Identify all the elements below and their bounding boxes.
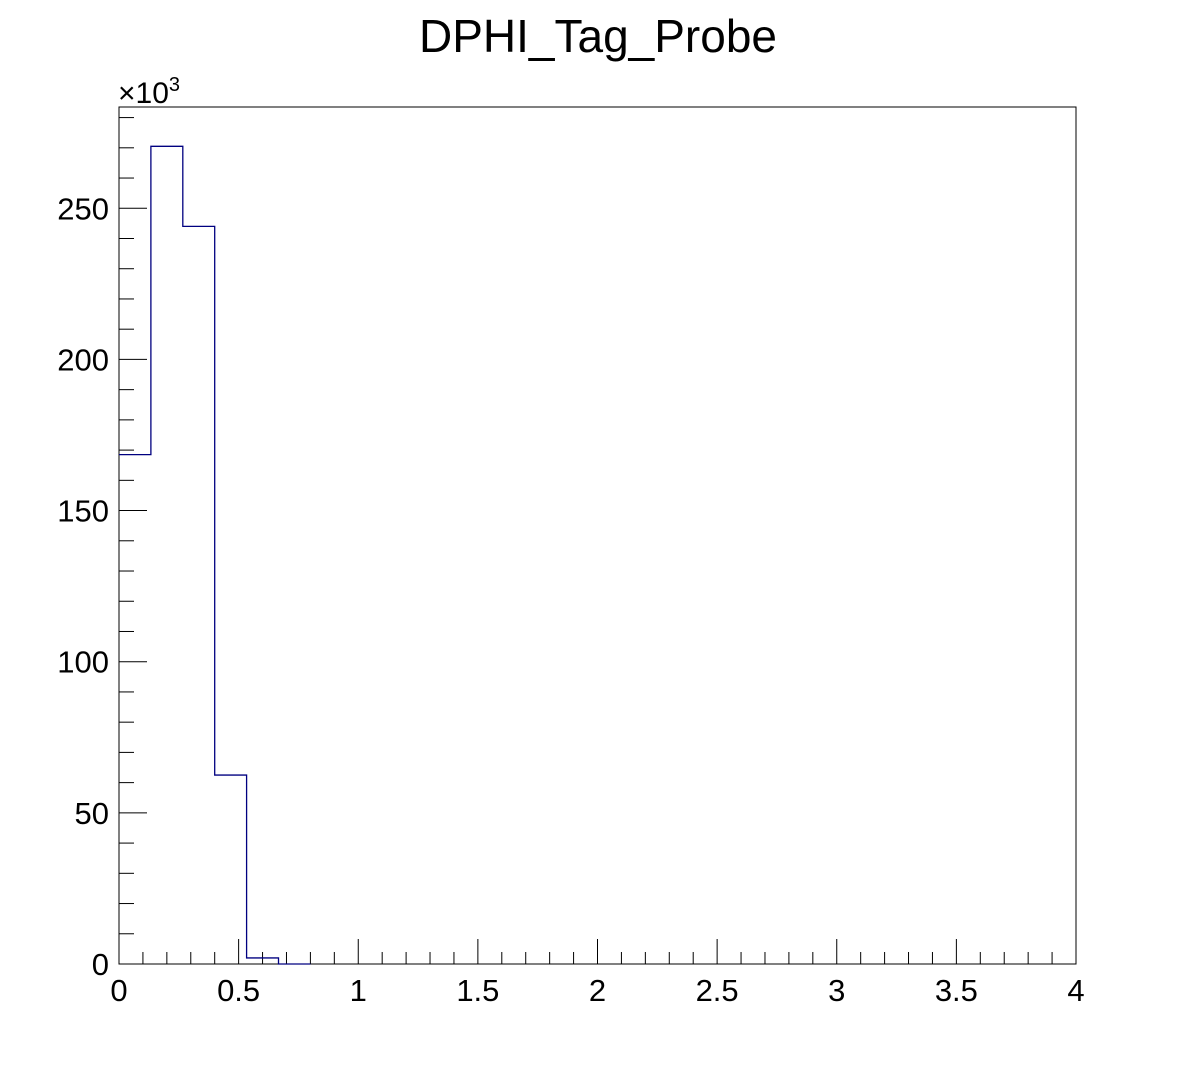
chart-title: DPHI_Tag_Probe <box>419 10 777 62</box>
x-tick-label: 2.5 <box>696 973 739 1008</box>
histogram-bin <box>119 455 151 964</box>
y-tick-label: 200 <box>57 342 109 377</box>
plot-area: 0 0.5 1 1.5 2 2.5 3 3.5 4 0 50 100 150 200 250 <box>57 106 1085 1008</box>
x-tick-label: 1.5 <box>456 973 499 1008</box>
x-tick-label: 4 <box>1067 973 1084 1008</box>
y-axis-multiplier-base: ×10 <box>118 77 169 110</box>
y-axis-multiplier-exponent: 3 <box>169 74 180 96</box>
y-tick-label: 0 <box>92 947 109 982</box>
x-tick-label: 0.5 <box>217 973 260 1008</box>
histogram-bin <box>215 775 247 964</box>
plot-frame <box>118 106 1077 965</box>
y-tick-label: 50 <box>75 796 109 831</box>
x-tick-label: 2 <box>589 973 606 1008</box>
x-tick-label: 1 <box>350 973 367 1008</box>
y-tick-label: 100 <box>57 645 109 680</box>
y-tick-label: 150 <box>57 494 109 529</box>
histogram-bin <box>151 146 183 964</box>
histogram-outline <box>119 145 311 965</box>
x-tick-label: 3.5 <box>935 973 978 1008</box>
x-tick-label: 0 <box>110 973 127 1008</box>
x-tick-label: 3 <box>828 973 845 1008</box>
y-axis-multiplier: ×103 <box>118 74 180 110</box>
histogram-bin <box>183 226 215 964</box>
y-tick-label: 250 <box>57 191 109 226</box>
